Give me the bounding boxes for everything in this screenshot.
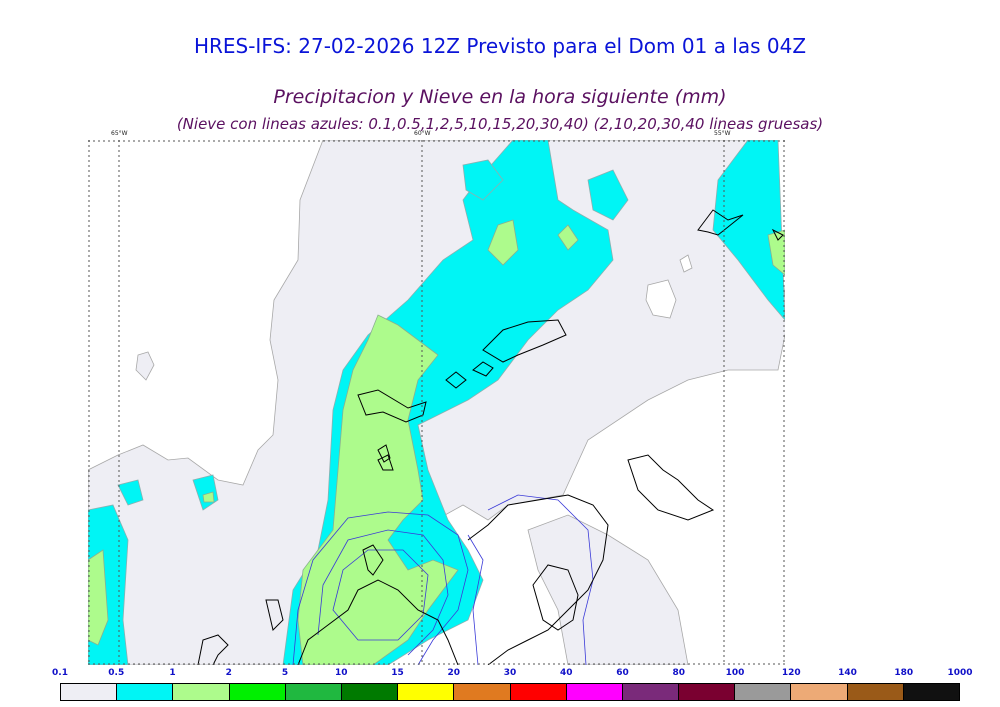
legend-swatch	[341, 684, 399, 700]
map-title: HRES-IFS: 27-02-2026 12Z Previsto para e…	[193, 34, 807, 58]
legend-swatch	[173, 684, 230, 700]
legend-label: 0.1	[52, 668, 68, 678]
legend-label: 0.5	[108, 668, 125, 678]
legend-label: 20	[447, 668, 461, 678]
legend-label: 60	[616, 668, 629, 678]
map-note: (Nieve con lineas azules: 0.1,0.5,1,2,5,…	[176, 115, 824, 133]
legend-swatch	[454, 684, 511, 700]
graticule	[88, 140, 785, 665]
lon-label-65w: 65°W	[111, 130, 128, 137]
legend-swatch	[510, 684, 567, 700]
legend-swatch	[398, 684, 455, 700]
legend-swatch	[566, 684, 623, 700]
legend-color-bar	[60, 683, 960, 701]
legend-swatch	[735, 684, 792, 700]
legend-swatch	[117, 684, 174, 700]
legend-swatch	[61, 684, 118, 700]
legend-label: 180	[894, 668, 914, 678]
legend-labels: 0.1 0.5 1 2 5 10 15 20 30 40 60 80 100 120 140 180 1000	[0, 668, 1000, 682]
legend-label: 80	[672, 668, 686, 678]
precip-2-area	[88, 219, 785, 665]
legend-label: 2	[225, 668, 232, 678]
legend-label: 10	[334, 668, 348, 678]
legend-label: 5	[281, 668, 289, 678]
precip-0-1-holes	[645, 254, 693, 319]
precipitation-map	[88, 140, 785, 665]
legend-swatch	[791, 684, 848, 700]
country-borders	[197, 209, 784, 665]
legend-label: 120	[781, 668, 801, 678]
legend-swatch	[903, 684, 959, 700]
map-subtitle: Precipitacion y Nieve en la hora siguien…	[273, 86, 727, 108]
legend-label: 40	[559, 668, 573, 678]
legend-swatch	[847, 684, 904, 700]
legend-label: 100	[725, 668, 745, 678]
legend-label: 30	[503, 668, 517, 678]
lon-label-60w: 60°W	[414, 130, 431, 137]
legend-label: 1	[169, 668, 176, 678]
legend-label: 140	[838, 668, 857, 678]
legend-label: 1000	[947, 668, 973, 678]
legend-swatch	[285, 684, 342, 700]
snow-contours	[292, 494, 594, 665]
legend-swatch	[679, 684, 736, 700]
legend-swatch	[622, 684, 680, 700]
legend-label: 15	[391, 668, 404, 678]
lon-label-55w: 55°W	[714, 130, 731, 137]
legend-swatch	[229, 684, 286, 700]
